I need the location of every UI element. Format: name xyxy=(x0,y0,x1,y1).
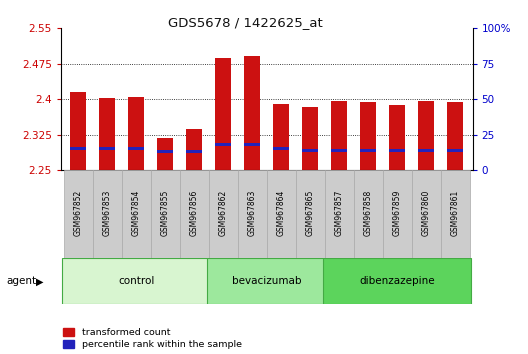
Bar xyxy=(99,98,115,170)
Text: control: control xyxy=(118,276,154,286)
Bar xyxy=(92,170,121,258)
Bar xyxy=(209,170,238,258)
Bar xyxy=(157,138,173,170)
Text: GSM967858: GSM967858 xyxy=(364,189,373,235)
Text: GDS5678 / 1422625_at: GDS5678 / 1422625_at xyxy=(168,16,323,29)
Bar xyxy=(63,170,92,258)
Bar xyxy=(389,149,405,152)
Text: agent: agent xyxy=(6,276,36,286)
Bar xyxy=(244,56,260,170)
Bar xyxy=(273,147,289,150)
Bar xyxy=(418,101,434,170)
Bar xyxy=(99,147,115,150)
Bar xyxy=(331,149,347,152)
Bar xyxy=(441,170,470,258)
Text: GSM967856: GSM967856 xyxy=(190,189,199,236)
Bar xyxy=(447,149,463,152)
Bar xyxy=(383,170,412,258)
Bar xyxy=(128,97,144,170)
Bar xyxy=(267,170,296,258)
Text: dibenzazepine: dibenzazepine xyxy=(360,276,435,286)
Bar xyxy=(157,150,173,153)
Bar xyxy=(389,105,405,170)
Bar xyxy=(418,149,434,152)
Bar xyxy=(302,107,318,170)
Text: bevacizumab: bevacizumab xyxy=(232,276,301,286)
Bar xyxy=(207,258,326,304)
Bar xyxy=(70,92,86,170)
Text: GSM967860: GSM967860 xyxy=(422,189,431,236)
Bar xyxy=(186,150,202,153)
Bar xyxy=(296,170,325,258)
Bar xyxy=(331,102,347,170)
Bar xyxy=(354,170,383,258)
Text: GSM967864: GSM967864 xyxy=(277,189,286,236)
Text: GSM967857: GSM967857 xyxy=(335,189,344,236)
Text: GSM967859: GSM967859 xyxy=(393,189,402,236)
Text: ▶: ▶ xyxy=(36,276,43,286)
Text: GSM967852: GSM967852 xyxy=(73,189,82,235)
Bar xyxy=(186,129,202,170)
Bar xyxy=(360,149,376,152)
Legend: transformed count, percentile rank within the sample: transformed count, percentile rank withi… xyxy=(63,328,242,349)
Text: GSM967855: GSM967855 xyxy=(161,189,169,236)
Bar xyxy=(325,170,354,258)
Bar xyxy=(412,170,441,258)
Bar xyxy=(128,147,144,150)
Bar xyxy=(273,104,289,170)
Bar xyxy=(215,143,231,146)
Bar xyxy=(238,170,267,258)
Bar xyxy=(121,170,150,258)
Text: GSM967863: GSM967863 xyxy=(248,189,257,236)
Bar xyxy=(215,58,231,170)
Bar xyxy=(180,170,209,258)
Bar xyxy=(70,147,86,150)
Bar xyxy=(360,102,376,170)
Bar xyxy=(323,258,471,304)
Bar xyxy=(302,149,318,152)
Text: GSM967861: GSM967861 xyxy=(451,189,460,235)
Bar xyxy=(62,258,210,304)
Text: GSM967853: GSM967853 xyxy=(102,189,111,236)
Text: GSM967862: GSM967862 xyxy=(219,189,228,235)
Bar xyxy=(447,102,463,170)
Bar xyxy=(244,143,260,146)
Bar xyxy=(150,170,180,258)
Text: GSM967854: GSM967854 xyxy=(131,189,140,236)
Text: GSM967865: GSM967865 xyxy=(306,189,315,236)
